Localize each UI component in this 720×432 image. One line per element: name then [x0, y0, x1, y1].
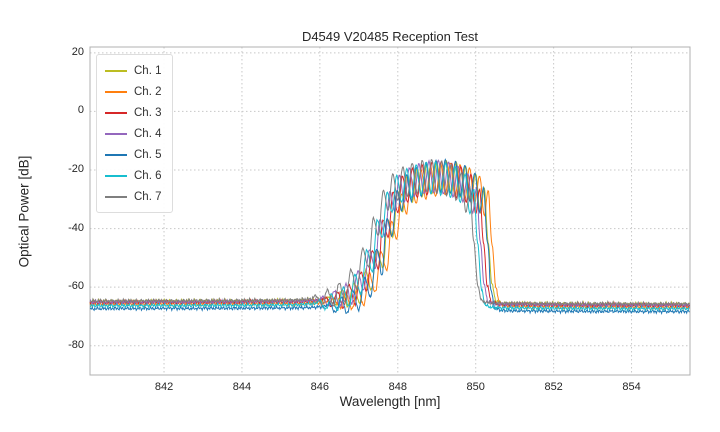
chart-title: D4549 V20485 Reception Test [301, 29, 479, 44]
series-line-5 [89, 158, 690, 316]
legend-item: Ch. 6 [105, 165, 162, 186]
legend-label: Ch. 7 [134, 190, 162, 203]
legend-swatch-icon [105, 195, 127, 198]
legend-label: Ch. 4 [134, 127, 162, 140]
series-line-2 [89, 162, 691, 312]
x-tick-label: 842 [154, 381, 174, 393]
x-tick-label: 844 [232, 381, 252, 393]
legend-swatch-icon [105, 153, 127, 156]
y-tick-label: -20 [68, 163, 84, 175]
x-tick-label: 848 [388, 381, 407, 393]
y-tick-label: -60 [68, 280, 84, 293]
legend-swatch-icon [105, 132, 127, 135]
x-tick-label: 846 [310, 381, 330, 393]
legend: Ch. 1 Ch. 2 Ch. 3 Ch. 4 Ch. 5 Ch. 6 Ch. 7 [96, 54, 173, 213]
x-tick-label: 854 [622, 381, 641, 393]
y-tick-label: -80 [68, 338, 84, 351]
x-tick-label: 850 [466, 381, 485, 393]
legend-swatch-icon [105, 174, 127, 177]
legend-label: Ch. 3 [134, 106, 162, 119]
legend-item: Ch. 2 [105, 81, 162, 102]
legend-item: Ch. 3 [105, 102, 162, 123]
y-tick-label: -40 [68, 221, 84, 234]
legend-item: Ch. 7 [105, 186, 162, 207]
series-line-7 [89, 159, 690, 308]
legend-label: Ch. 6 [134, 169, 162, 182]
x-tick-label: 852 [544, 381, 563, 393]
legend-swatch-icon [105, 90, 127, 93]
y-tick-label: 0 [77, 104, 84, 117]
legend-swatch-icon [105, 69, 127, 72]
legend-item: Ch. 5 [105, 144, 162, 165]
legend-label: Ch. 1 [134, 64, 162, 77]
y-tick-label: 20 [71, 45, 84, 58]
legend-item: Ch. 1 [105, 60, 162, 81]
legend-label: Ch. 5 [134, 148, 162, 161]
legend-item: Ch. 4 [105, 123, 162, 144]
legend-label: Ch. 2 [134, 85, 162, 98]
x-axis-label: Wavelength [nm] [339, 394, 441, 409]
legend-swatch-icon [105, 111, 127, 114]
